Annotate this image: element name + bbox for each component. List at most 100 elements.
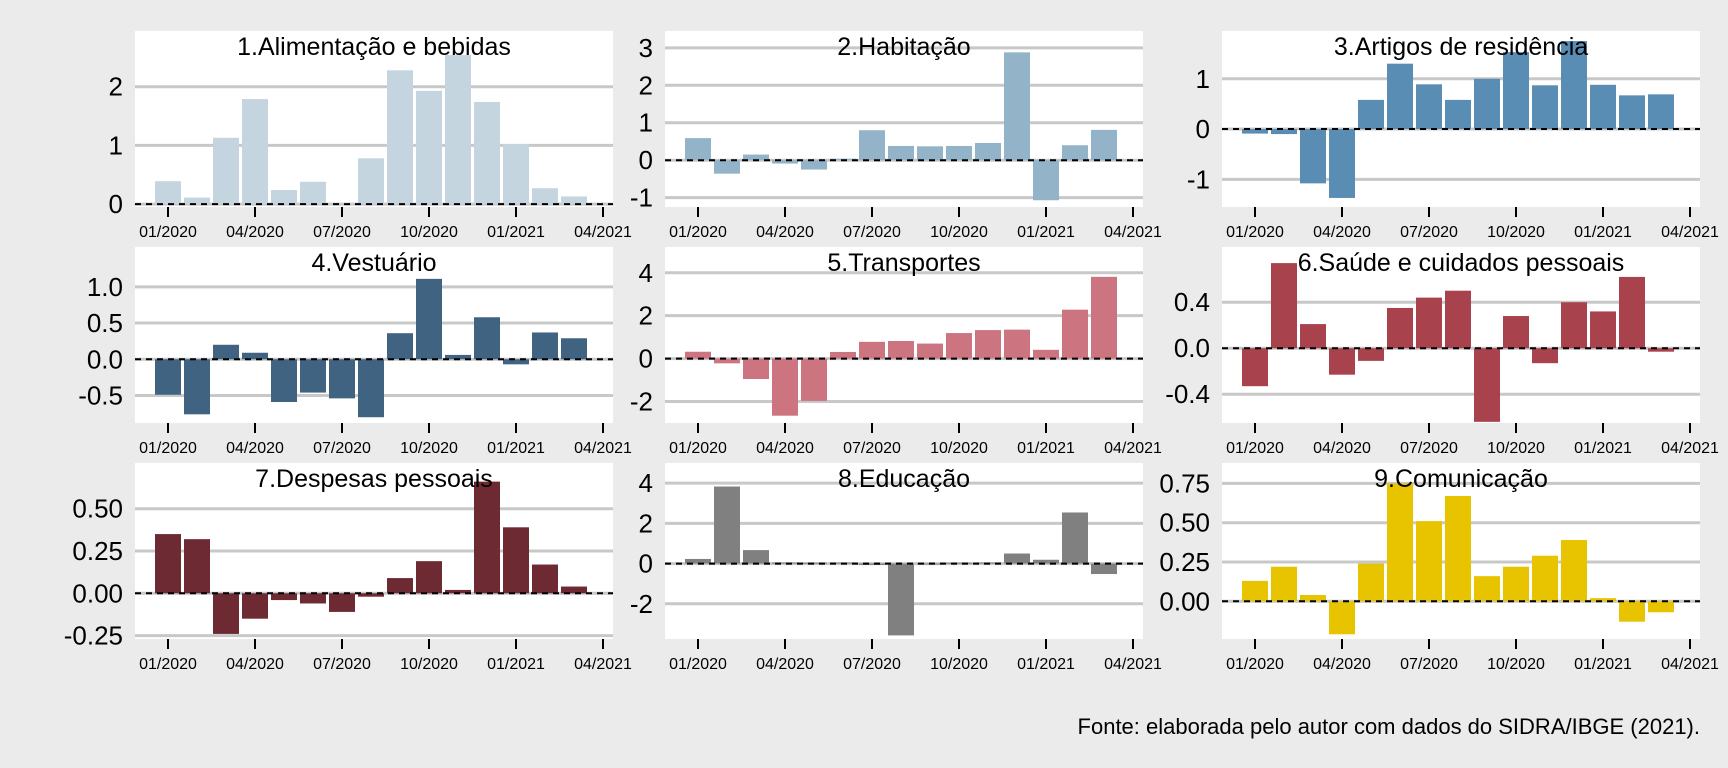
bar-11/2020 (445, 354, 471, 360)
x-tick-label: 07/2020 (1400, 656, 1458, 673)
x-tick-label: 01/2021 (1017, 440, 1075, 457)
x-tick-label: 07/2020 (1400, 440, 1458, 457)
bar-05/2020 (1358, 348, 1384, 361)
bar-03/2020 (213, 137, 239, 205)
x-tick-label: 04/2020 (1313, 440, 1371, 457)
y-tick-label: 4 (639, 468, 653, 498)
bar-12/2020 (1004, 52, 1030, 161)
x-tick-label: 04/2020 (226, 224, 284, 241)
bar-03/2021 (1648, 94, 1674, 130)
y-tick-label: 2 (639, 301, 653, 331)
bar-04/2020 (772, 160, 798, 164)
x-tick-label: 04/2021 (574, 656, 632, 673)
x-tick-label: 01/2021 (487, 656, 545, 673)
bar-05/2020 (1358, 563, 1384, 602)
panel-title: 1.Alimentação e bebidas (237, 33, 511, 61)
panel-4: -0.5 0.0 0.5 1.0 01/2020 04/2020 07/2020 10/202… (78, 247, 632, 457)
y-tick-label: 0.0 (87, 344, 123, 374)
y-tick-label: 0.00 (72, 578, 123, 608)
x-tick-label: 04/2020 (1313, 224, 1371, 241)
bar-11/2020 (1532, 85, 1558, 130)
bar-02/2020 (184, 197, 210, 205)
bar-10/2020 (1503, 316, 1529, 349)
bar-03/2020 (743, 550, 769, 564)
source-note: Fonte: elaborada pelo autor com dados do… (1077, 714, 1700, 739)
plot-background (665, 31, 1143, 207)
x-tick-label: 01/2020 (139, 656, 197, 673)
x-tick-label: 01/2020 (669, 440, 727, 457)
y-tick-label: 1 (1196, 64, 1210, 94)
bar-06/2020 (830, 351, 856, 359)
bar-02/2021 (1619, 95, 1645, 130)
bar-07/2020 (859, 563, 885, 565)
bar-08/2020 (888, 563, 914, 636)
x-tick-label: 07/2020 (843, 224, 901, 241)
bar-06/2020 (300, 181, 326, 205)
y-tick-label: 0 (639, 344, 653, 374)
y-tick-label: 0 (639, 145, 653, 175)
x-tick-label: 04/2020 (756, 440, 814, 457)
bar-01/2021 (1033, 559, 1059, 564)
bar-09/2020 (1474, 348, 1500, 422)
x-tick-label: 07/2020 (843, 656, 901, 673)
bar-03/2021 (1648, 348, 1674, 352)
bar-01/2020 (1242, 348, 1268, 387)
y-tick-label: 0.00 (1159, 586, 1210, 616)
panel-5: -2 0 2 4 01/2020 04/2020 07/2020 10/2020 01/2021… (630, 247, 1162, 457)
bar-08/2020 (358, 359, 384, 418)
bar-01/2020 (155, 359, 181, 395)
x-tick-label: 04/2021 (1104, 440, 1162, 457)
bar-09/2020 (387, 578, 413, 594)
y-tick-label: 0.4 (1174, 287, 1210, 317)
bar-01/2021 (1590, 84, 1616, 130)
bar-04/2020 (242, 99, 268, 205)
bar-02/2020 (714, 486, 740, 564)
panel-6: -0.4 0.0 0.4 01/2020 04/2020 07/2020 10/2020 01… (1165, 247, 1719, 457)
bar-03/2020 (1300, 595, 1326, 602)
bar-02/2020 (714, 160, 740, 174)
bar-09/2020 (1474, 78, 1500, 130)
bar-08/2020 (1445, 99, 1471, 130)
x-tick-label: 01/2020 (139, 224, 197, 241)
bar-03/2020 (213, 593, 239, 634)
y-tick-label: 1 (109, 130, 123, 160)
x-tick-label: 07/2020 (313, 440, 371, 457)
x-tick-label: 04/2020 (756, 224, 814, 241)
x-tick-label: 07/2020 (1400, 224, 1458, 241)
bar-09/2020 (387, 70, 413, 205)
panel-title: 2.Habitação (837, 33, 970, 61)
y-tick-label: 0.50 (1159, 508, 1210, 538)
x-tick-label: 01/2021 (487, 224, 545, 241)
y-tick-label: -1 (1187, 164, 1210, 194)
y-tick-label: -0.4 (1165, 379, 1210, 409)
y-tick-label: 0.25 (72, 536, 123, 566)
bar-02/2020 (1271, 566, 1297, 602)
x-tick-label: 07/2020 (313, 224, 371, 241)
bar-12/2020 (1561, 41, 1587, 130)
bar-10/2020 (946, 145, 972, 161)
bar-02/2020 (1271, 263, 1297, 349)
bar-02/2021 (1619, 601, 1645, 622)
bar-04/2020 (242, 593, 268, 619)
bar-01/2021 (503, 144, 529, 205)
bar-05/2020 (1358, 99, 1384, 130)
bar-07/2020 (329, 359, 355, 399)
bar-02/2021 (1619, 276, 1645, 349)
x-tick-label: 04/2020 (226, 440, 284, 457)
panel-title: 7.Despesas pessoais (255, 465, 493, 493)
bar-05/2020 (271, 359, 297, 402)
panel-title: 5.Transportes (827, 249, 980, 277)
bar-04/2020 (1329, 601, 1355, 635)
bar-09/2020 (387, 333, 413, 360)
x-tick-label: 10/2020 (400, 656, 458, 673)
bar-04/2020 (772, 562, 798, 564)
panel-1: 0 1 2 01/2020 04/2020 07/2020 10/2020 01/2021 04… (109, 31, 632, 241)
bar-09/2020 (1474, 576, 1500, 602)
bar-03/2020 (213, 344, 239, 360)
x-tick-label: 01/2020 (139, 440, 197, 457)
panel-2: -1 0 1 2 3 01/2020 04/2020 07/2020 10/2020 01/202… (630, 31, 1162, 241)
bar-12/2020 (474, 317, 500, 360)
bar-03/2021 (1091, 563, 1117, 575)
x-tick-label: 01/2021 (1017, 656, 1075, 673)
x-tick-label: 01/2020 (669, 224, 727, 241)
